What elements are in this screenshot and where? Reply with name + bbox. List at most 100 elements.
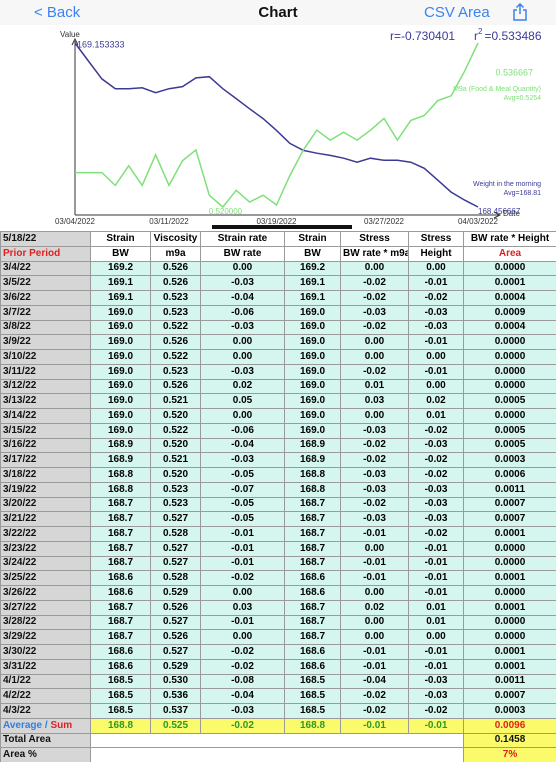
header-cell: Stress <box>408 231 464 247</box>
date-cell: 3/16/22 <box>0 437 91 454</box>
value-cell: 0.02 <box>408 393 464 409</box>
date-cell: 3/23/22 <box>0 540 91 557</box>
table-row: 3/14/22 169.0 0.520 0.00 169.0 0.00 0.01 0.0000 <box>0 408 556 424</box>
value-cell: 168.5 <box>90 673 151 690</box>
table-row: Average / Sum 168.8 0.525 -0.02 168.8 -0.01 -0… <box>0 717 556 734</box>
r2-text: =0.533486 <box>484 29 541 43</box>
header-cell: 5/18/22 <box>0 231 91 247</box>
value-cell: 0.0000 <box>463 555 556 572</box>
back-button[interactable]: < Back <box>34 4 81 21</box>
drag-handle[interactable] <box>212 225 352 229</box>
value-cell: 0.0000 <box>463 614 556 631</box>
value-cell: 0.526 <box>150 629 201 645</box>
value-cell: 0.0001 <box>463 658 556 675</box>
average-cell: 168.8 <box>284 717 341 734</box>
value-cell: 0.0006 <box>463 467 556 483</box>
value-cell: -0.02 <box>340 290 409 306</box>
date-cell: 3/25/22 <box>0 570 91 586</box>
value-cell: 0.523 <box>150 304 201 321</box>
value-cell: 168.6 <box>90 658 151 675</box>
average-cell: 0.0096 <box>463 717 556 734</box>
value-cell: 168.8 <box>284 481 341 498</box>
x-axis-arrow <box>493 211 502 219</box>
value-cell: 168.6 <box>90 585 151 601</box>
value-cell: 168.6 <box>284 644 341 660</box>
value-cell: -0.03 <box>200 275 285 291</box>
value-cell: 168.8 <box>284 467 341 483</box>
average-cell: -0.01 <box>340 717 409 734</box>
value-cell: -0.01 <box>408 275 464 291</box>
x-tick-label: 03/04/2022 <box>55 217 96 226</box>
value-cell: 0.0005 <box>463 393 556 409</box>
date-cell: 3/14/22 <box>0 408 91 424</box>
value-cell: -0.02 <box>340 363 409 380</box>
value-cell: 168.5 <box>284 688 341 704</box>
value-cell: 0.527 <box>150 540 201 557</box>
date-cell: 3/10/22 <box>0 349 91 365</box>
value-cell: 0.00 <box>340 540 409 557</box>
value-cell: 168.7 <box>90 540 151 557</box>
max-label: 169.153333 <box>77 39 125 49</box>
value-cell: 0.00 <box>200 629 285 645</box>
header-cell: Strain <box>284 231 341 247</box>
value-cell: 168.8 <box>90 467 151 483</box>
table-row: 3/28/22 168.7 0.527 -0.01 168.7 0.00 0.01 0.000… <box>0 614 556 631</box>
value-cell: 0.01 <box>408 599 464 616</box>
table-row: 3/24/22 168.7 0.527 -0.01 168.7 -0.01 -0.01 0.0… <box>0 555 556 572</box>
value-cell: 168.7 <box>284 540 341 557</box>
value-cell: 0.0000 <box>463 629 556 645</box>
value-cell: 0.00 <box>200 260 285 277</box>
value-cell: 0.537 <box>150 703 201 719</box>
value-cell: 0.02 <box>340 599 409 616</box>
value-cell: 0.02 <box>200 378 285 395</box>
value-cell: 0.523 <box>150 496 201 513</box>
table-row: 3/12/22 169.0 0.526 0.02 169.0 0.01 0.00 0.0000 <box>0 378 556 395</box>
value-cell: 0.0001 <box>463 570 556 586</box>
value-cell: 0.528 <box>150 570 201 586</box>
value-cell: -0.02 <box>340 319 409 336</box>
value-cell: -0.01 <box>408 555 464 572</box>
value-cell: 168.6 <box>284 658 341 675</box>
value-cell: 169.1 <box>284 290 341 306</box>
csv-button[interactable]: CSV <box>424 4 455 21</box>
value-cell: 0.01 <box>340 378 409 395</box>
value-cell: 0.522 <box>150 319 201 336</box>
area-button[interactable]: Area <box>458 4 490 21</box>
value-cell: 169.0 <box>284 334 341 350</box>
share-icon[interactable] <box>512 3 528 21</box>
value-cell: -0.01 <box>408 334 464 350</box>
date-cell: 3/17/22 <box>0 452 91 468</box>
value-cell: -0.04 <box>200 290 285 306</box>
table-row: 4/2/22 168.5 0.536 -0.04 168.5 -0.02 -0.03 0.00… <box>0 688 556 704</box>
table-row: 3/30/22 168.6 0.527 -0.02 168.6 -0.01 -0.01 0.0… <box>0 644 556 660</box>
table-row: 3/31/22 168.6 0.529 -0.02 168.6 -0.01 -0.01 0.0… <box>0 658 556 675</box>
value-cell: 0.0000 <box>463 540 556 557</box>
series-name: Weight in the morning <box>473 181 541 188</box>
table-row: 3/23/22 168.7 0.527 -0.01 168.7 0.00 -0.01 0.00… <box>0 540 556 557</box>
value-cell: 168.5 <box>90 703 151 719</box>
header-cell: Viscosity <box>150 231 201 247</box>
value-cell: 169.2 <box>90 260 151 277</box>
table-row: 3/17/22 168.9 0.521 -0.03 168.9 -0.02 -0.02 0.0… <box>0 452 556 468</box>
series-name: M9a (Food & Meal Quantity) <box>453 86 541 93</box>
date-cell: 3/29/22 <box>0 629 91 645</box>
value-cell: 0.00 <box>408 349 464 365</box>
value-cell: 168.5 <box>284 673 341 690</box>
table-row: 3/26/22 168.6 0.529 0.00 168.6 0.00 -0.01 0.000… <box>0 585 556 601</box>
value-cell: 169.1 <box>90 290 151 306</box>
header-cell: BW rate * Height <box>463 231 556 247</box>
value-cell: 0.523 <box>150 363 201 380</box>
value-cell: 0.523 <box>150 290 201 306</box>
value-cell: -0.01 <box>408 363 464 380</box>
value-cell: 168.7 <box>90 511 151 527</box>
value-cell: 169.0 <box>90 393 151 409</box>
value-cell: -0.02 <box>408 422 464 439</box>
header-cell: Strain rate <box>200 231 285 247</box>
value-cell: -0.03 <box>408 437 464 454</box>
value-cell: 168.7 <box>284 511 341 527</box>
value-cell: 0.00 <box>408 629 464 645</box>
average-cell: -0.01 <box>408 717 464 734</box>
value-cell: 0.526 <box>150 275 201 291</box>
value-cell: 0.527 <box>150 644 201 660</box>
header-cell: BW rate * m9a <box>340 245 409 262</box>
